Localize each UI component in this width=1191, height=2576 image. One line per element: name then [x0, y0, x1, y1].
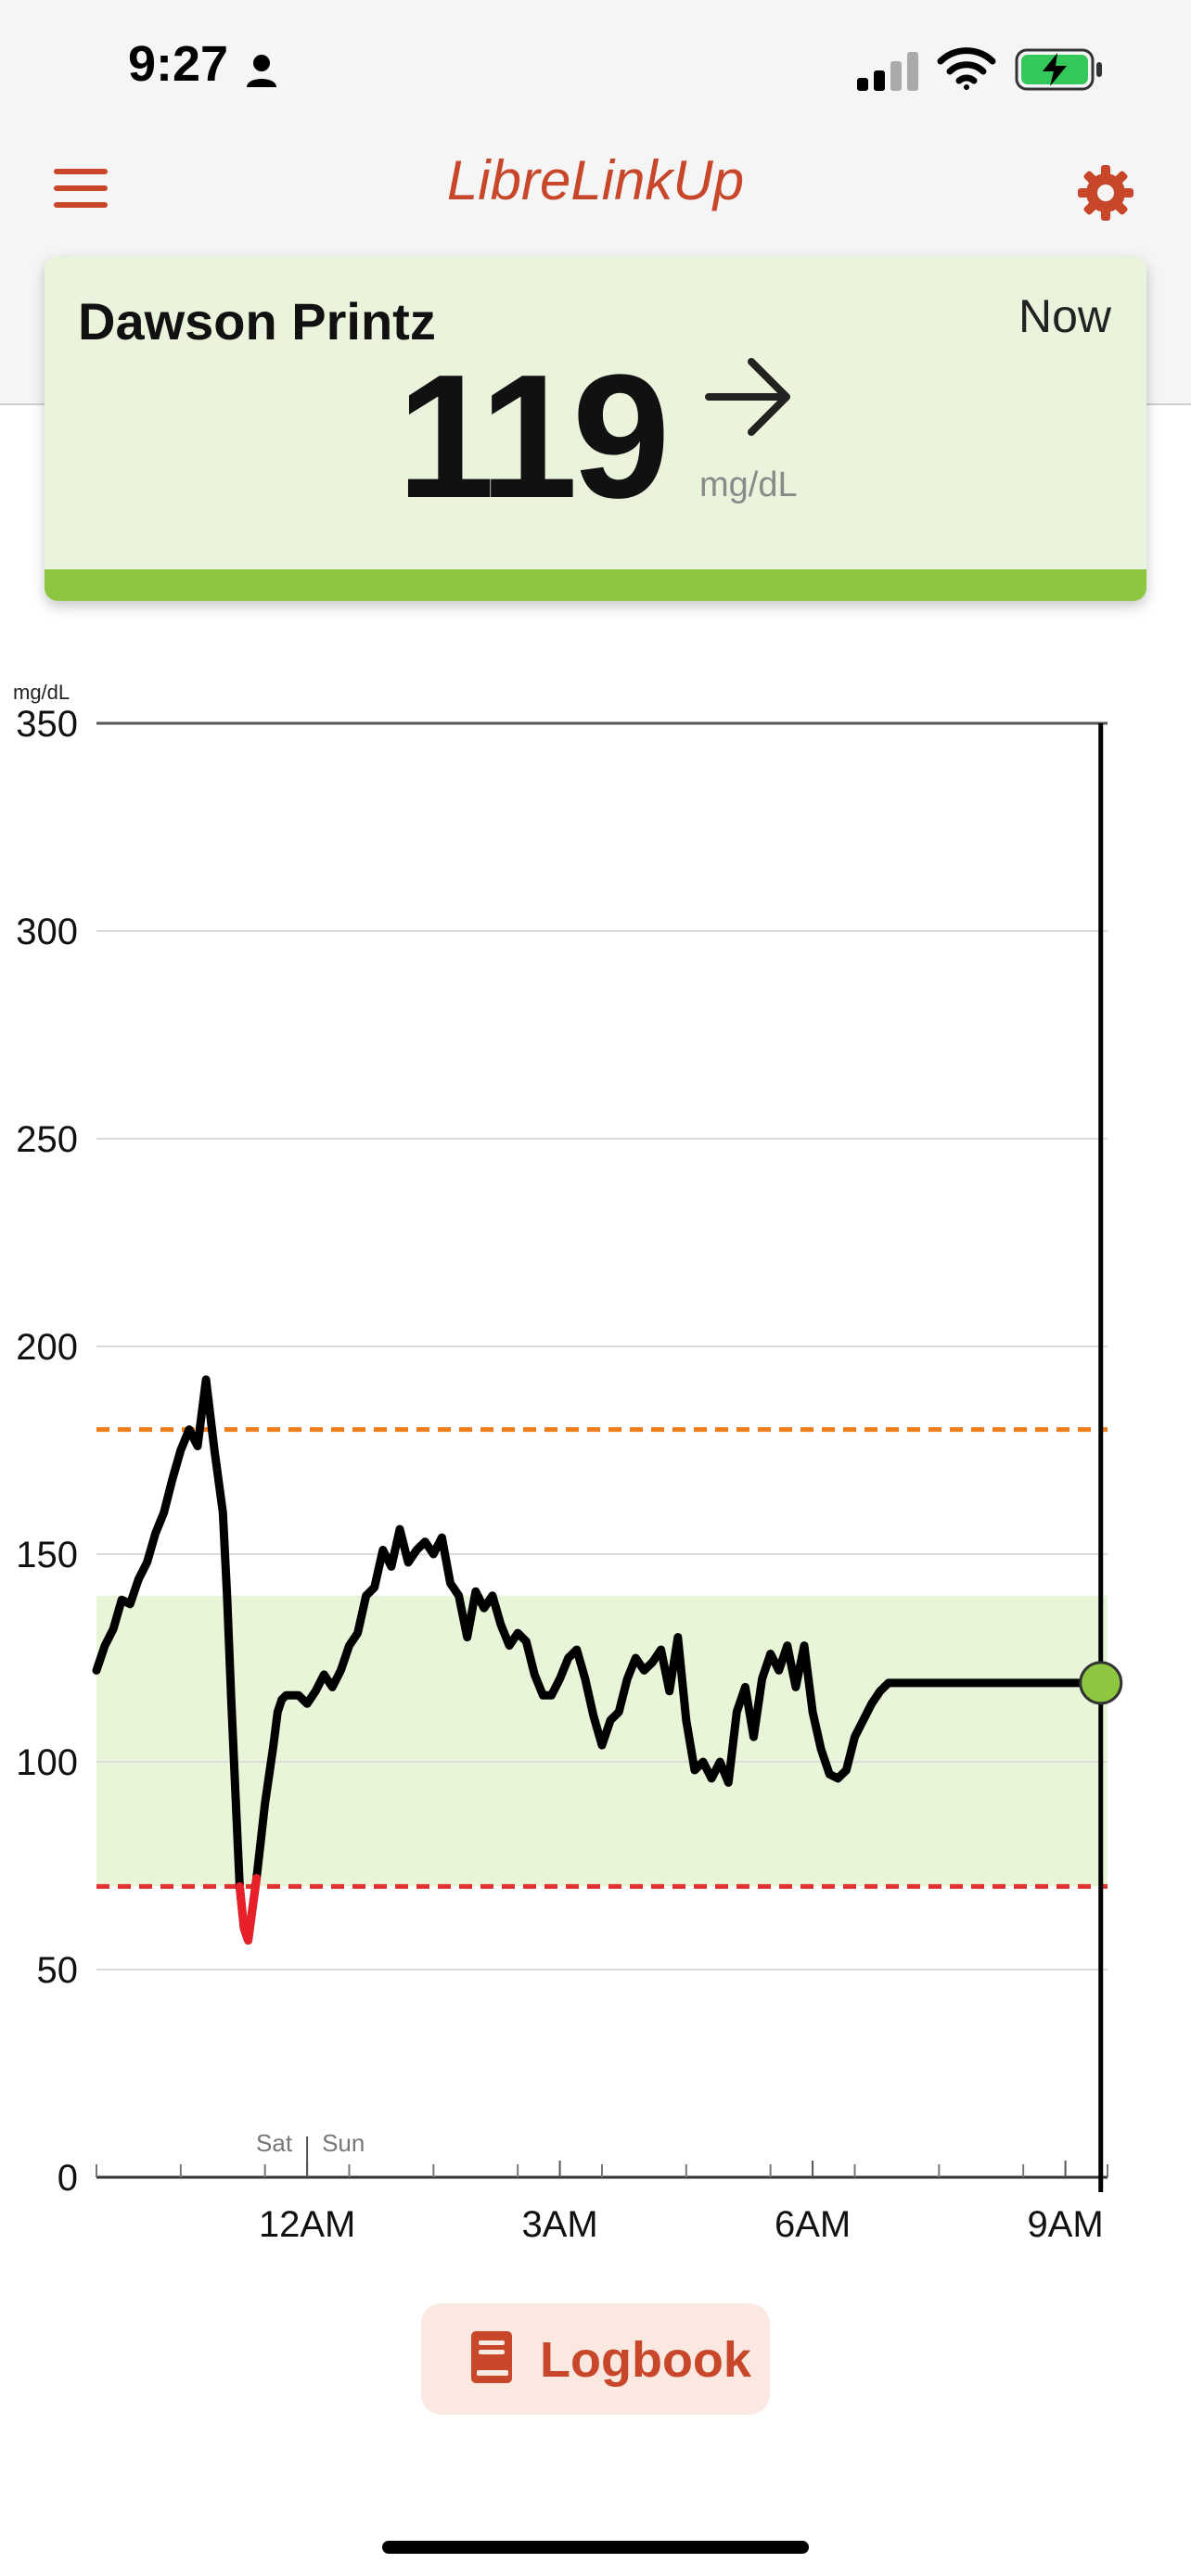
- y-tick-label: 350: [16, 704, 78, 745]
- glucose-chart: 350 300 250 200 150 100 50 0 mg/dL 12AM 3AM 6AM 9A…: [13, 681, 1123, 2245]
- logbook-label: Logbook: [540, 2332, 751, 2388]
- glucose-unit: mg/dL: [699, 465, 798, 504]
- y-tick-label: 200: [16, 1327, 78, 1368]
- gear-icon: [1078, 165, 1133, 221]
- x-tick-label: 9AM: [1027, 2204, 1103, 2245]
- status-bar: 9:27: [0, 0, 1191, 139]
- glucose-low-segment: [235, 1873, 262, 1945]
- person-icon: [247, 55, 276, 87]
- glucose-reading-card[interactable]: Dawson Printz Now 119 mg/dL: [45, 256, 1146, 601]
- current-value-marker: [1079, 1661, 1123, 1705]
- trend-arrow-right-icon: [705, 358, 790, 436]
- wifi-icon: [937, 47, 996, 90]
- day-label: Sat: [256, 2129, 293, 2157]
- battery-charging-icon: [1015, 48, 1102, 91]
- x-axis: [96, 2161, 1108, 2179]
- y-axis-tick-labels: 350 300 250 200 150 100 50 0: [16, 704, 78, 2199]
- y-tick-label: 0: [58, 2158, 78, 2199]
- y-tick-label: 250: [16, 1119, 78, 1160]
- cellular-signal-icon: [857, 52, 918, 91]
- gridlines: [96, 721, 1108, 2178]
- menu-icon: [54, 169, 108, 174]
- day-labels: Sat Sun: [256, 2129, 365, 2177]
- y-tick-label: 50: [37, 1950, 79, 1991]
- x-tick-label: 6AM: [775, 2204, 851, 2245]
- x-tick-label: 3AM: [521, 2204, 597, 2245]
- day-label: Sun: [322, 2129, 365, 2157]
- settings-button[interactable]: [1076, 163, 1135, 223]
- logbook-button[interactable]: Logbook: [421, 2303, 770, 2415]
- range-status-bar: [45, 569, 1146, 601]
- reading-time-label: Now: [1018, 290, 1111, 342]
- home-indicator: [382, 2541, 809, 2554]
- glucose-value: 119: [397, 338, 671, 535]
- menu-button[interactable]: [54, 167, 113, 211]
- app-title: LibreLinkUp: [446, 149, 745, 211]
- patient-name: Dawson Printz: [78, 292, 436, 351]
- y-tick-label: 100: [16, 1742, 78, 1783]
- y-axis-unit-label: mg/dL: [13, 681, 70, 704]
- x-axis-tick-labels: 12AM 3AM 6AM 9AM: [259, 2204, 1104, 2245]
- book-icon: [471, 2331, 512, 2383]
- y-tick-label: 300: [16, 912, 78, 952]
- status-time: 9:27: [128, 36, 229, 92]
- y-tick-label: 150: [16, 1535, 78, 1575]
- x-tick-label: 12AM: [259, 2204, 356, 2245]
